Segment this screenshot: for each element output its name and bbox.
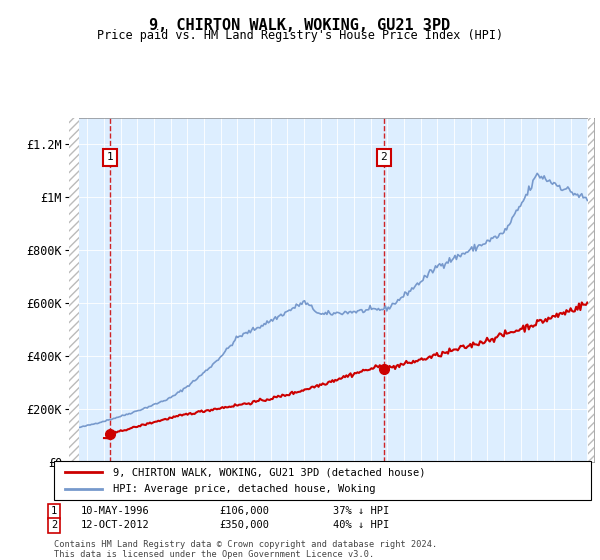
Text: HPI: Average price, detached house, Woking: HPI: Average price, detached house, Woki… [113,484,376,494]
Text: 40% ↓ HPI: 40% ↓ HPI [333,520,389,530]
Text: 1: 1 [107,152,113,162]
Text: £350,000: £350,000 [219,520,269,530]
Bar [588,91,596,462]
Text: 1: 1 [51,506,57,516]
Text: Price paid vs. HM Land Registry's House Price Index (HPI): Price paid vs. HM Land Registry's House … [97,29,503,42]
Text: 12-OCT-2012: 12-OCT-2012 [81,520,150,530]
Text: 10-MAY-1996: 10-MAY-1996 [81,506,150,516]
Bar [67,91,79,462]
Text: 2: 2 [380,152,387,162]
Text: 2: 2 [51,520,57,530]
Text: 37% ↓ HPI: 37% ↓ HPI [333,506,389,516]
Text: 9, CHIRTON WALK, WOKING, GU21 3PD: 9, CHIRTON WALK, WOKING, GU21 3PD [149,18,451,33]
Text: Contains HM Land Registry data © Crown copyright and database right 2024.
This d: Contains HM Land Registry data © Crown c… [54,540,437,559]
Text: 9, CHIRTON WALK, WOKING, GU21 3PD (detached house): 9, CHIRTON WALK, WOKING, GU21 3PD (detac… [113,467,425,477]
FancyBboxPatch shape [54,461,591,500]
Text: £106,000: £106,000 [219,506,269,516]
